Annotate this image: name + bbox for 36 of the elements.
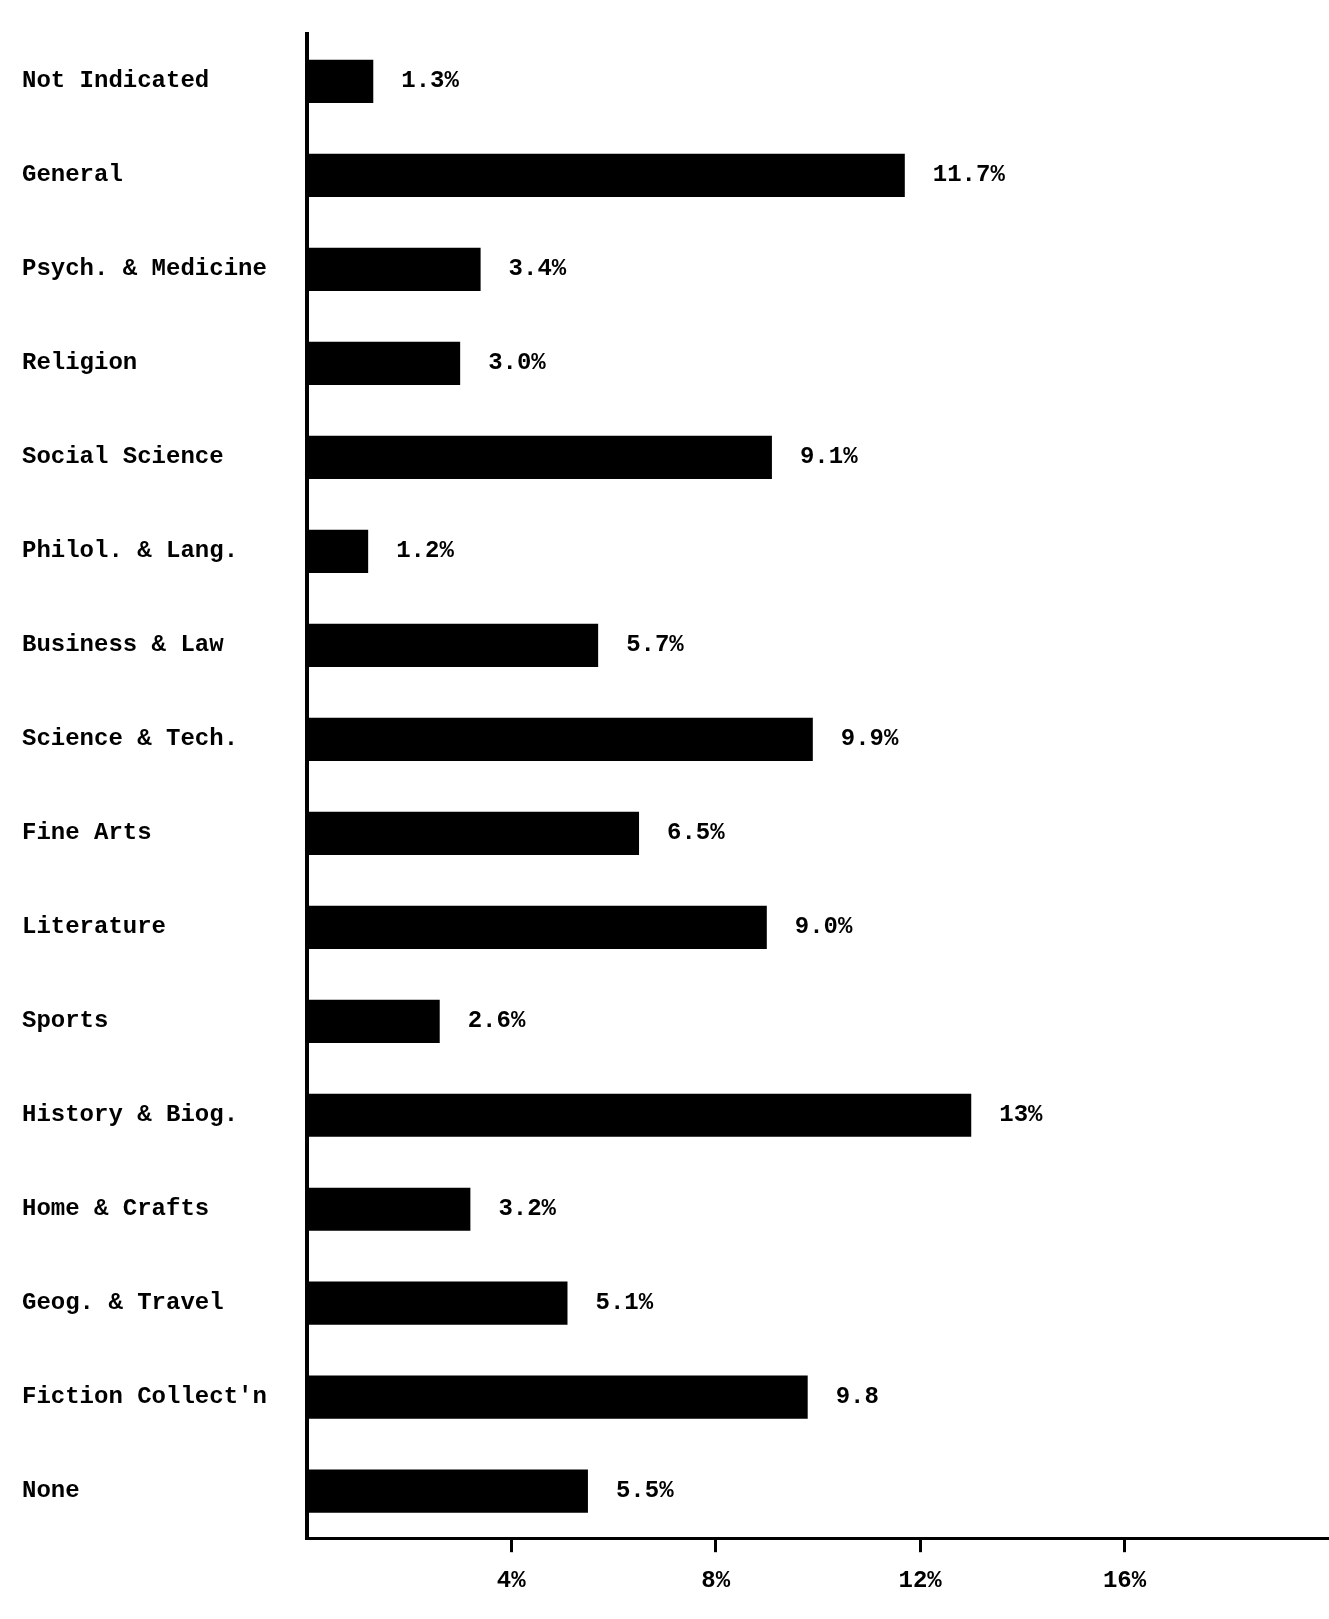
y-tick-label: Business & Law bbox=[22, 631, 225, 659]
data-label: 9.0% bbox=[794, 913, 854, 941]
x-tick-label: 12% bbox=[898, 1566, 943, 1594]
data-label: 9.1% bbox=[799, 443, 859, 471]
y-tick-label: Fiction Collect'n bbox=[22, 1383, 267, 1411]
data-label: 9.8 bbox=[835, 1383, 879, 1411]
y-tick-label: Science & Tech. bbox=[22, 725, 239, 753]
data-label: 3.2% bbox=[498, 1195, 557, 1223]
data-label: 3.4% bbox=[508, 255, 567, 283]
y-tick-label: None bbox=[22, 1477, 80, 1505]
data-label: 1.3% bbox=[401, 67, 460, 95]
data-label: 3.0% bbox=[488, 349, 547, 377]
x-tick-label: 8% bbox=[701, 1566, 731, 1594]
y-tick-label: Geog. & Travel bbox=[22, 1289, 224, 1317]
y-tick-label: Psych. & Medicine bbox=[22, 255, 267, 283]
data-label: 2.6% bbox=[467, 1007, 526, 1035]
y-tick-label: Literature bbox=[22, 913, 167, 941]
data-label: 9.9% bbox=[840, 725, 900, 753]
y-tick-label: Social Science bbox=[22, 443, 224, 471]
y-tick-label: Not Indicated bbox=[22, 67, 210, 95]
data-label: 1.2% bbox=[396, 537, 455, 565]
data-label: 5.5% bbox=[615, 1477, 675, 1505]
y-tick-label: History & Biog. bbox=[22, 1101, 239, 1129]
data-label: 5.1% bbox=[595, 1289, 654, 1317]
y-tick-label: Sports bbox=[22, 1007, 109, 1035]
y-tick-label: General bbox=[22, 161, 123, 189]
x-tick-label: 16% bbox=[1102, 1566, 1147, 1594]
data-label: 11.7% bbox=[932, 161, 1006, 189]
x-tick-label: 4% bbox=[496, 1566, 527, 1594]
data-label: 5.7% bbox=[626, 631, 685, 659]
y-tick-label: Philol. & Lang. bbox=[22, 537, 239, 565]
y-tick-label: Religion bbox=[22, 349, 138, 377]
y-tick-label: Fine Arts bbox=[22, 819, 152, 847]
y-tick-label: Home & Crafts bbox=[22, 1195, 210, 1223]
data-label: 6.5% bbox=[667, 819, 726, 847]
data-label: 13% bbox=[999, 1101, 1044, 1129]
